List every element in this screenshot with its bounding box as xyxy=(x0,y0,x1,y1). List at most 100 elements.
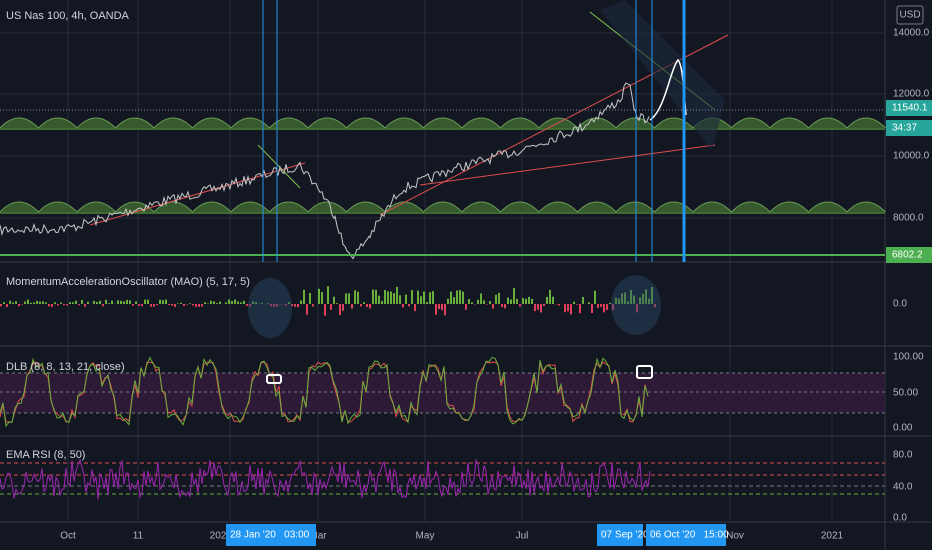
oscillator-bar xyxy=(18,304,20,307)
oscillator-bar xyxy=(621,293,623,304)
oscillator-bar xyxy=(558,304,560,306)
oscillator-bar xyxy=(432,291,434,304)
oscillator-bar xyxy=(429,292,431,304)
oscillator-bar xyxy=(525,298,527,304)
price-badge-label: 11540.1 xyxy=(892,103,928,114)
oscillator-bar xyxy=(135,301,137,304)
time-badge-label: 07 Sep '20 xyxy=(601,530,649,541)
oscillator-bar xyxy=(12,302,14,304)
oscillator-bar xyxy=(375,289,377,304)
oscillator-bar xyxy=(183,304,185,307)
pane-title: DLB (8, 8, 13, 21, close) xyxy=(6,361,125,373)
time-badge-label: 06 Oct '20 15:00 xyxy=(650,530,729,541)
time-badge xyxy=(646,524,726,546)
oscillator-bar xyxy=(540,304,542,313)
oscillator-bar xyxy=(600,304,602,307)
oscillator-bar xyxy=(249,304,251,307)
oscillator-bar xyxy=(99,300,101,304)
oscillator-bar xyxy=(639,297,641,304)
price-badge xyxy=(886,247,932,263)
oscillator-bar xyxy=(444,304,446,316)
oscillator-bar xyxy=(255,302,257,304)
oscillator-bar xyxy=(66,304,68,306)
oscillator-bar xyxy=(288,302,290,304)
oscillator-bar xyxy=(267,303,269,304)
oscillator-bar xyxy=(24,301,26,304)
price-axis-label: 10000.0 xyxy=(893,151,930,162)
oscillator-bar xyxy=(387,291,389,304)
oscillator-bar xyxy=(447,298,449,304)
oscillator-bar xyxy=(246,304,248,306)
oscillator-bar xyxy=(609,302,611,304)
oscillator-bar xyxy=(213,301,215,304)
oscillator-bar xyxy=(501,304,503,308)
oscillator-bar xyxy=(459,290,461,304)
oscillator-bar xyxy=(570,304,572,315)
oscillator-bar xyxy=(0,304,2,307)
oscillator-bar xyxy=(537,304,539,310)
oscillator-bar xyxy=(591,304,593,314)
oscillator-bar xyxy=(441,304,443,311)
oscillator-bar xyxy=(366,304,368,308)
oscillator-bar xyxy=(426,301,428,304)
price-axis-label: 8000.0 xyxy=(893,213,924,224)
oscillator-bar xyxy=(411,290,413,304)
oscillator-bar xyxy=(531,298,533,304)
price-axis-label: 0.0 xyxy=(893,513,907,524)
band xyxy=(0,373,885,413)
oscillator-bar xyxy=(363,302,365,304)
oscillator-bar xyxy=(36,300,38,304)
oscillator-bar xyxy=(360,304,362,307)
oscillator-bar xyxy=(348,293,350,304)
oscillator-bar xyxy=(504,304,506,309)
oscillator-bar xyxy=(408,304,410,307)
oscillator-bar xyxy=(564,304,566,313)
oscillator-bar xyxy=(312,304,314,307)
oscillator-bar xyxy=(597,304,599,308)
oscillator-bar xyxy=(420,296,422,304)
oscillator-bar xyxy=(216,303,218,304)
price-axis-label: 14000.0 xyxy=(893,28,930,39)
oscillator-bar xyxy=(453,297,455,304)
arches xyxy=(0,201,886,213)
oscillator-bar xyxy=(177,303,179,304)
oscillator-bar xyxy=(582,296,584,304)
oscillator-bar xyxy=(141,304,143,307)
oscillator-bar xyxy=(195,304,197,307)
oscillator-bar xyxy=(270,304,272,307)
oscillator-bar xyxy=(138,304,140,306)
currency-box[interactable] xyxy=(896,5,924,25)
oscillator-bar xyxy=(606,304,608,310)
oscillator-bar xyxy=(300,300,302,304)
oscillator-bar xyxy=(156,304,158,306)
oscillator-bar xyxy=(327,286,329,304)
oscillator-bar xyxy=(204,302,206,304)
oscillator-bar xyxy=(87,301,89,304)
oscillator-bar xyxy=(294,304,296,307)
price-axis-label: 80.0 xyxy=(893,450,913,461)
oscillator-bar xyxy=(21,304,23,305)
oscillator-bar xyxy=(492,304,494,309)
oscillator-bar xyxy=(468,299,470,304)
oscillator-bar xyxy=(588,302,590,304)
oscillator-bar xyxy=(117,300,119,304)
oscillator-bar xyxy=(573,301,575,304)
oscillator-bar xyxy=(402,304,404,308)
oscillator-bar xyxy=(483,300,485,304)
time-badge-label: 28 Jan '20 03:00 xyxy=(230,530,310,541)
oscillator-bar xyxy=(414,304,416,312)
oscillator-bar xyxy=(471,302,473,304)
oscillator-bar xyxy=(159,299,161,304)
trend-line xyxy=(89,162,306,226)
oscillator-bar xyxy=(435,304,437,315)
shaded-channel xyxy=(600,0,725,150)
oscillator-bar xyxy=(168,304,170,305)
oscillator-bar xyxy=(642,293,644,304)
currency[interactable]: USD xyxy=(899,10,920,21)
oscillator-bar xyxy=(372,289,374,304)
oscillator-bar xyxy=(60,302,62,304)
oscillator-bar xyxy=(231,301,233,304)
oscillator-bar xyxy=(303,289,305,304)
oscillator-bar xyxy=(330,304,332,310)
